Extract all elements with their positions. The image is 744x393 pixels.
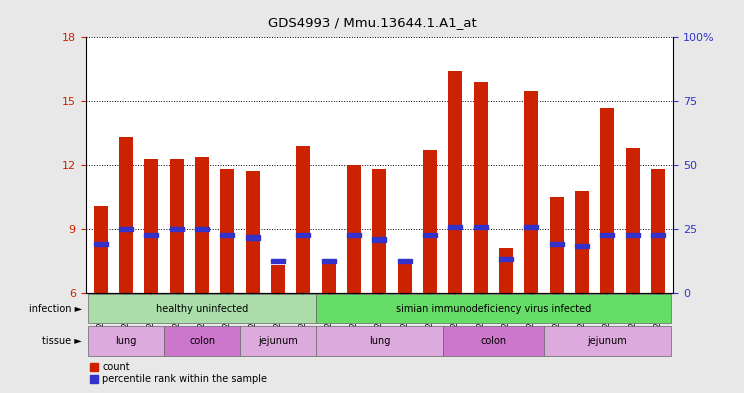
Bar: [119, 138, 133, 293]
Bar: [88, 294, 316, 323]
Bar: [600, 108, 615, 293]
Bar: [398, 261, 411, 293]
Bar: [373, 237, 386, 242]
Bar: [398, 259, 411, 263]
Bar: [170, 159, 184, 293]
Bar: [296, 146, 310, 293]
Bar: [651, 233, 665, 237]
Bar: [651, 169, 665, 293]
Bar: [144, 159, 158, 293]
Text: jejunum: jejunum: [258, 336, 298, 346]
Text: colon: colon: [189, 336, 215, 346]
Bar: [246, 171, 260, 293]
Text: tissue ►: tissue ►: [42, 336, 82, 346]
Bar: [322, 259, 336, 263]
Bar: [271, 265, 285, 293]
Legend: count, percentile rank within the sample: count, percentile rank within the sample: [91, 362, 267, 384]
Bar: [575, 244, 589, 248]
Bar: [550, 197, 564, 293]
Bar: [626, 148, 640, 293]
Text: GDS4993 / Mmu.13644.1.A1_at: GDS4993 / Mmu.13644.1.A1_at: [268, 16, 476, 29]
Bar: [119, 227, 133, 231]
Bar: [550, 242, 564, 246]
Text: lung: lung: [369, 336, 390, 346]
Bar: [240, 326, 316, 356]
Bar: [423, 150, 437, 293]
Bar: [195, 156, 209, 293]
Bar: [626, 233, 640, 237]
Bar: [449, 72, 463, 293]
Bar: [296, 233, 310, 237]
Bar: [246, 235, 260, 240]
Text: simian immunodeficiency virus infected: simian immunodeficiency virus infected: [396, 303, 591, 314]
Text: infection ►: infection ►: [29, 303, 82, 314]
Bar: [195, 227, 209, 231]
Bar: [423, 233, 437, 237]
Text: lung: lung: [115, 336, 137, 346]
Bar: [220, 233, 234, 237]
Bar: [144, 233, 158, 237]
Bar: [373, 169, 386, 293]
Bar: [88, 326, 164, 356]
Bar: [347, 165, 361, 293]
Bar: [220, 169, 234, 293]
Bar: [164, 326, 240, 356]
Bar: [170, 227, 184, 231]
Bar: [94, 206, 108, 293]
Bar: [525, 225, 539, 229]
Text: healthy uninfected: healthy uninfected: [156, 303, 248, 314]
Bar: [316, 294, 671, 323]
Bar: [94, 242, 108, 246]
Bar: [474, 225, 488, 229]
Bar: [499, 248, 513, 293]
Bar: [316, 326, 443, 356]
Bar: [347, 233, 361, 237]
Bar: [449, 225, 463, 229]
Bar: [600, 233, 615, 237]
Bar: [499, 257, 513, 261]
Bar: [271, 259, 285, 263]
Text: colon: colon: [481, 336, 507, 346]
Bar: [322, 261, 336, 293]
Bar: [443, 326, 544, 356]
Bar: [474, 82, 488, 293]
Bar: [525, 90, 539, 293]
Text: jejunum: jejunum: [588, 336, 627, 346]
Bar: [544, 326, 671, 356]
Bar: [575, 191, 589, 293]
